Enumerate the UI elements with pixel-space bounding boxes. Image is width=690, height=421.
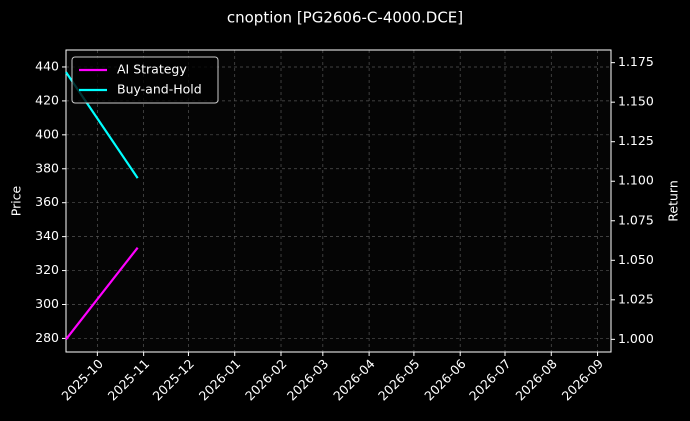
plot-frame [65, 49, 612, 353]
y2-tick-label: 1.000 [618, 331, 654, 346]
y-tick-label: 340 [35, 228, 59, 243]
series-line [65, 246, 139, 341]
y2-tick-label: 1.125 [618, 133, 654, 148]
y-tick-label: 380 [35, 160, 59, 175]
y-tick-label: 420 [35, 92, 59, 107]
y2-tick-label: 1.150 [618, 94, 654, 109]
legend: AI Strategy Buy-and-Hold [71, 56, 219, 104]
y-axis-label: Price [9, 185, 24, 216]
chart-title: cnoption [PG2606-C-4000.DCE] [227, 9, 463, 27]
y-tick-label: 320 [35, 262, 59, 277]
legend-box [71, 56, 219, 104]
legend-label: AI Strategy [117, 62, 187, 77]
legend-label: Buy-and-Hold [117, 82, 202, 97]
y-tick-label: 280 [35, 330, 59, 345]
y2-axis-label: Return [666, 180, 681, 221]
y-tick-label: 400 [35, 126, 59, 141]
y-tick-label: 300 [35, 296, 59, 311]
y-tick-label: 360 [35, 194, 59, 209]
y2-tick-label: 1.075 [618, 212, 654, 227]
y2-tick-label: 1.025 [618, 291, 654, 306]
y2-tick-label: 1.175 [618, 54, 654, 69]
y2-tick-label: 1.050 [618, 252, 654, 267]
y-tick-label: 440 [35, 58, 59, 73]
y2-tick-label: 1.100 [618, 173, 654, 188]
